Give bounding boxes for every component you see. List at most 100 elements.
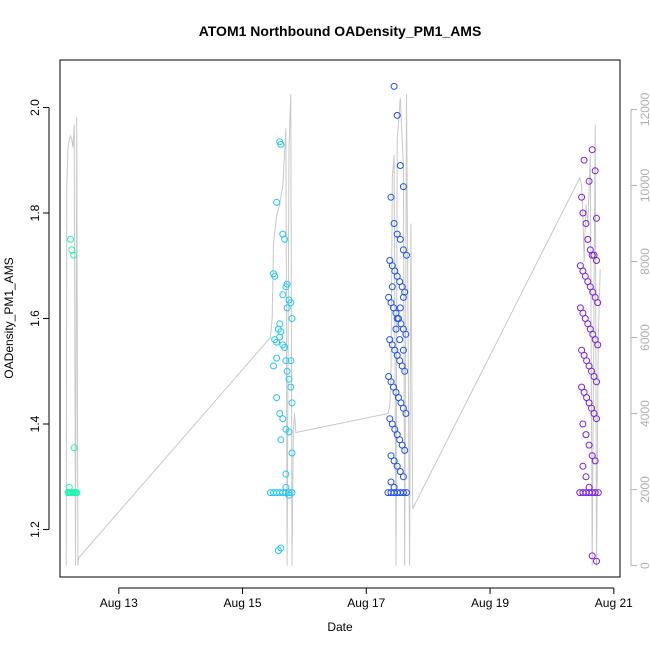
data-point (588, 146, 596, 154)
data-point (273, 354, 281, 362)
data-point (393, 315, 401, 322)
data-point (288, 315, 296, 322)
data-point (271, 272, 279, 280)
data-point (585, 441, 593, 449)
altitude-line (65, 94, 601, 566)
data-point (584, 235, 592, 243)
x-tick-label: Aug 21 (595, 596, 633, 610)
y-tick-label: 1.6 (28, 310, 42, 327)
x-axis-label: Date (327, 620, 353, 634)
data-point (593, 557, 600, 565)
data-point (73, 489, 81, 497)
y2-tick-label: 0 (638, 562, 650, 569)
data-point (399, 489, 407, 497)
data-point (283, 304, 291, 312)
data-point (578, 193, 586, 201)
data-point (390, 220, 398, 227)
data-point (403, 251, 410, 259)
data-point (277, 544, 285, 552)
data-point (593, 415, 600, 423)
data-point (283, 280, 291, 288)
data-point (276, 410, 284, 417)
data-point (390, 483, 398, 491)
data-point (276, 333, 284, 341)
data-point (392, 325, 400, 333)
data-point (588, 552, 596, 560)
y2-tick-label: 6000 (638, 324, 650, 351)
data-point (399, 293, 407, 301)
data-point (390, 457, 398, 465)
y2-tick-label: 4000 (638, 400, 650, 427)
data-point (273, 338, 281, 346)
data-point (282, 483, 290, 491)
y-tick-label: 2.0 (28, 99, 42, 116)
data-point (591, 489, 599, 497)
data-point (399, 346, 407, 354)
x-tick-label: Aug 13 (100, 596, 138, 610)
data-point (387, 193, 395, 201)
data-point (287, 383, 295, 391)
data-point (279, 291, 287, 299)
data-point (402, 410, 410, 417)
data-point (273, 394, 281, 402)
data-point (580, 156, 588, 164)
data-point (582, 473, 590, 481)
y-axis-label: OADensity_PM1_AMS (2, 257, 16, 378)
data-point (588, 452, 596, 460)
data-point (285, 491, 293, 499)
data-point (396, 235, 404, 243)
data-point (593, 378, 600, 386)
data-point (585, 177, 593, 185)
y-tick-label: 1.4 (28, 415, 42, 432)
x-tick-label: Aug 17 (347, 596, 385, 610)
data-point (273, 198, 281, 206)
series-2 (266, 138, 296, 555)
data-point (279, 415, 287, 423)
data-point (396, 468, 404, 475)
data-point (67, 235, 74, 243)
data-point (387, 478, 395, 486)
x-tick-label: Aug 15 (224, 596, 262, 610)
data-point (401, 446, 409, 454)
data-point (579, 420, 587, 428)
axes-layer: Aug 13 Aug 15 Aug 17 Aug 19 Aug 21 1.2 1.4 1.6 1… (28, 92, 650, 610)
data-point (282, 357, 290, 365)
x-tick-label: Aug 19 (471, 596, 509, 610)
series-1 (64, 235, 81, 497)
data-point (582, 431, 590, 439)
data-point (388, 283, 396, 291)
data-point (277, 436, 285, 444)
y2-tick-label: 12000 (638, 92, 650, 126)
altitude-layer (65, 94, 601, 566)
data-point (399, 183, 407, 191)
data-point (585, 483, 593, 491)
data-point (582, 220, 590, 227)
data-point (396, 162, 404, 169)
data-point (70, 444, 78, 452)
data-point (285, 375, 293, 383)
y2-tick-label: 2000 (638, 476, 650, 503)
data-point (277, 328, 285, 336)
data-point (282, 470, 290, 478)
y2-tick-label: 10000 (638, 168, 650, 202)
data-point (402, 330, 410, 338)
data-point (281, 235, 289, 243)
series-4 (576, 146, 602, 565)
data-point (390, 82, 398, 90)
data-point (283, 367, 291, 375)
plot-frame (59, 59, 621, 578)
data-point (399, 246, 407, 254)
data-point (579, 209, 587, 217)
data-point (393, 111, 401, 119)
data-point (65, 483, 73, 491)
data-point (594, 341, 602, 349)
data-point (285, 489, 293, 497)
data-point (277, 140, 285, 148)
data-point (70, 251, 78, 259)
y-tick-label: 1.8 (28, 204, 42, 221)
y-tick-label: 1.2 (28, 521, 42, 538)
data-point (594, 299, 602, 307)
series-3 (384, 82, 410, 497)
points-layer (64, 82, 602, 565)
